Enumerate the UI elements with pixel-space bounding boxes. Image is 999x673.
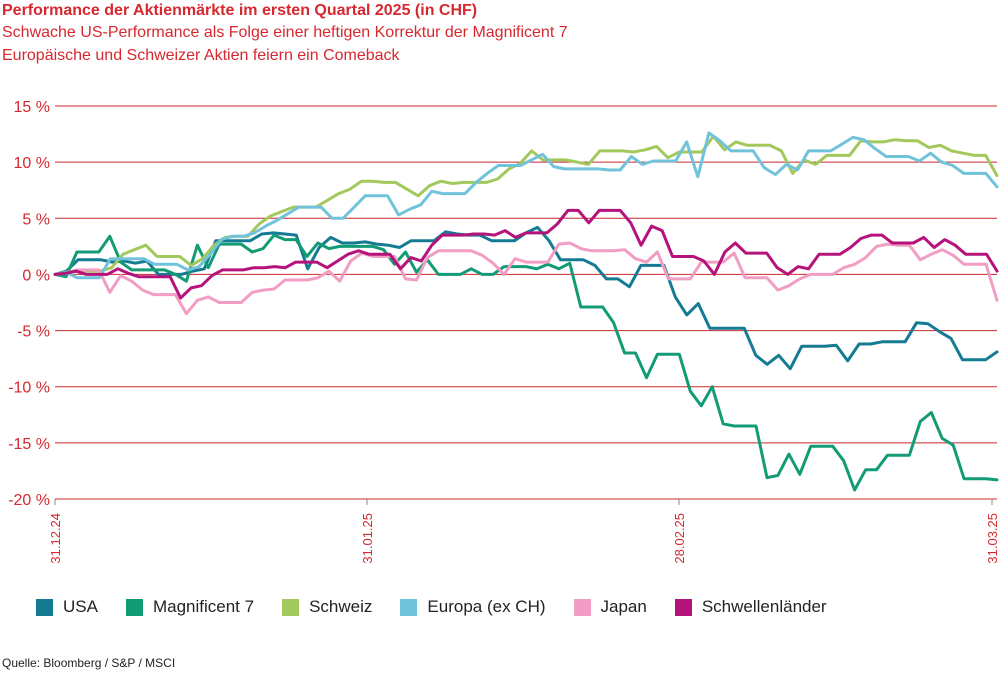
legend-swatch: [125, 598, 143, 616]
series-line: [53, 208, 999, 300]
legend-swatch: [400, 598, 418, 616]
chart-subtitle-1: Schwache US-Performance als Folge einer …: [2, 24, 568, 41]
legend-item: USA: [36, 597, 98, 617]
chart-subtitle-2: Europäische und Schweizer Aktien feiern …: [2, 47, 400, 64]
y-tick-label: 10 %: [14, 155, 50, 172]
x-tick-label: 28.02.25: [672, 513, 687, 564]
x-tick-label: 31.01.25: [360, 513, 375, 564]
legend-item: Japan: [573, 597, 647, 617]
legend-swatch: [36, 598, 53, 616]
grid-layer: [55, 105, 997, 500]
y-tick-label: 15 %: [14, 99, 50, 116]
line-chart: 15 % 10 % 5 % 0 % -5 % -10 % -15 % -20 % 31.12.…: [8, 99, 999, 564]
legend-label: Schweiz: [309, 597, 373, 616]
legend-item: Magnificent 7: [125, 597, 255, 617]
legend-label: Magnificent 7: [152, 597, 255, 616]
x-tick-label: 31.03.25: [985, 513, 999, 564]
legend-item: Schweiz: [282, 597, 372, 617]
legend-label: USA: [63, 597, 98, 616]
y-tick-label: -5 %: [17, 324, 50, 341]
y-tick-label: -20 %: [8, 492, 50, 509]
series-line: [53, 134, 999, 276]
legend: USA Magnificent 7 Schweiz Europa (ex CH) Jap…: [36, 597, 855, 617]
y-tick-label: -15 %: [8, 436, 50, 453]
legend-swatch: [282, 598, 300, 616]
series-line: [53, 241, 999, 316]
y-tick-label: 5 %: [22, 211, 50, 228]
legend-swatch: [573, 598, 591, 616]
y-tick-label: -10 %: [8, 380, 50, 397]
y-tick-label: 0 %: [22, 267, 50, 284]
source-note: Quelle: Bloomberg / S&P / MSCI: [2, 656, 176, 670]
series-line: [53, 131, 999, 280]
y-axis-ticks: 15 % 10 % 5 % 0 % -5 % -10 % -15 % -20 %: [8, 99, 50, 509]
legend-item: Europa (ex CH): [400, 597, 546, 617]
legend-label: Europa (ex CH): [427, 597, 546, 616]
series-layer: [53, 131, 999, 492]
chart-title: Performance der Aktienmärkte im ersten Q…: [2, 2, 478, 19]
series-line: [53, 233, 999, 492]
x-axis-ticks: 31.12.24 31.01.25 28.02.25 31.03.25: [48, 499, 999, 564]
x-tick-label: 31.12.24: [48, 513, 63, 564]
legend-item: Schwellenländer: [674, 597, 827, 617]
legend-swatch: [674, 598, 692, 616]
legend-label: Japan: [600, 597, 647, 616]
legend-label: Schwellenländer: [701, 597, 827, 616]
